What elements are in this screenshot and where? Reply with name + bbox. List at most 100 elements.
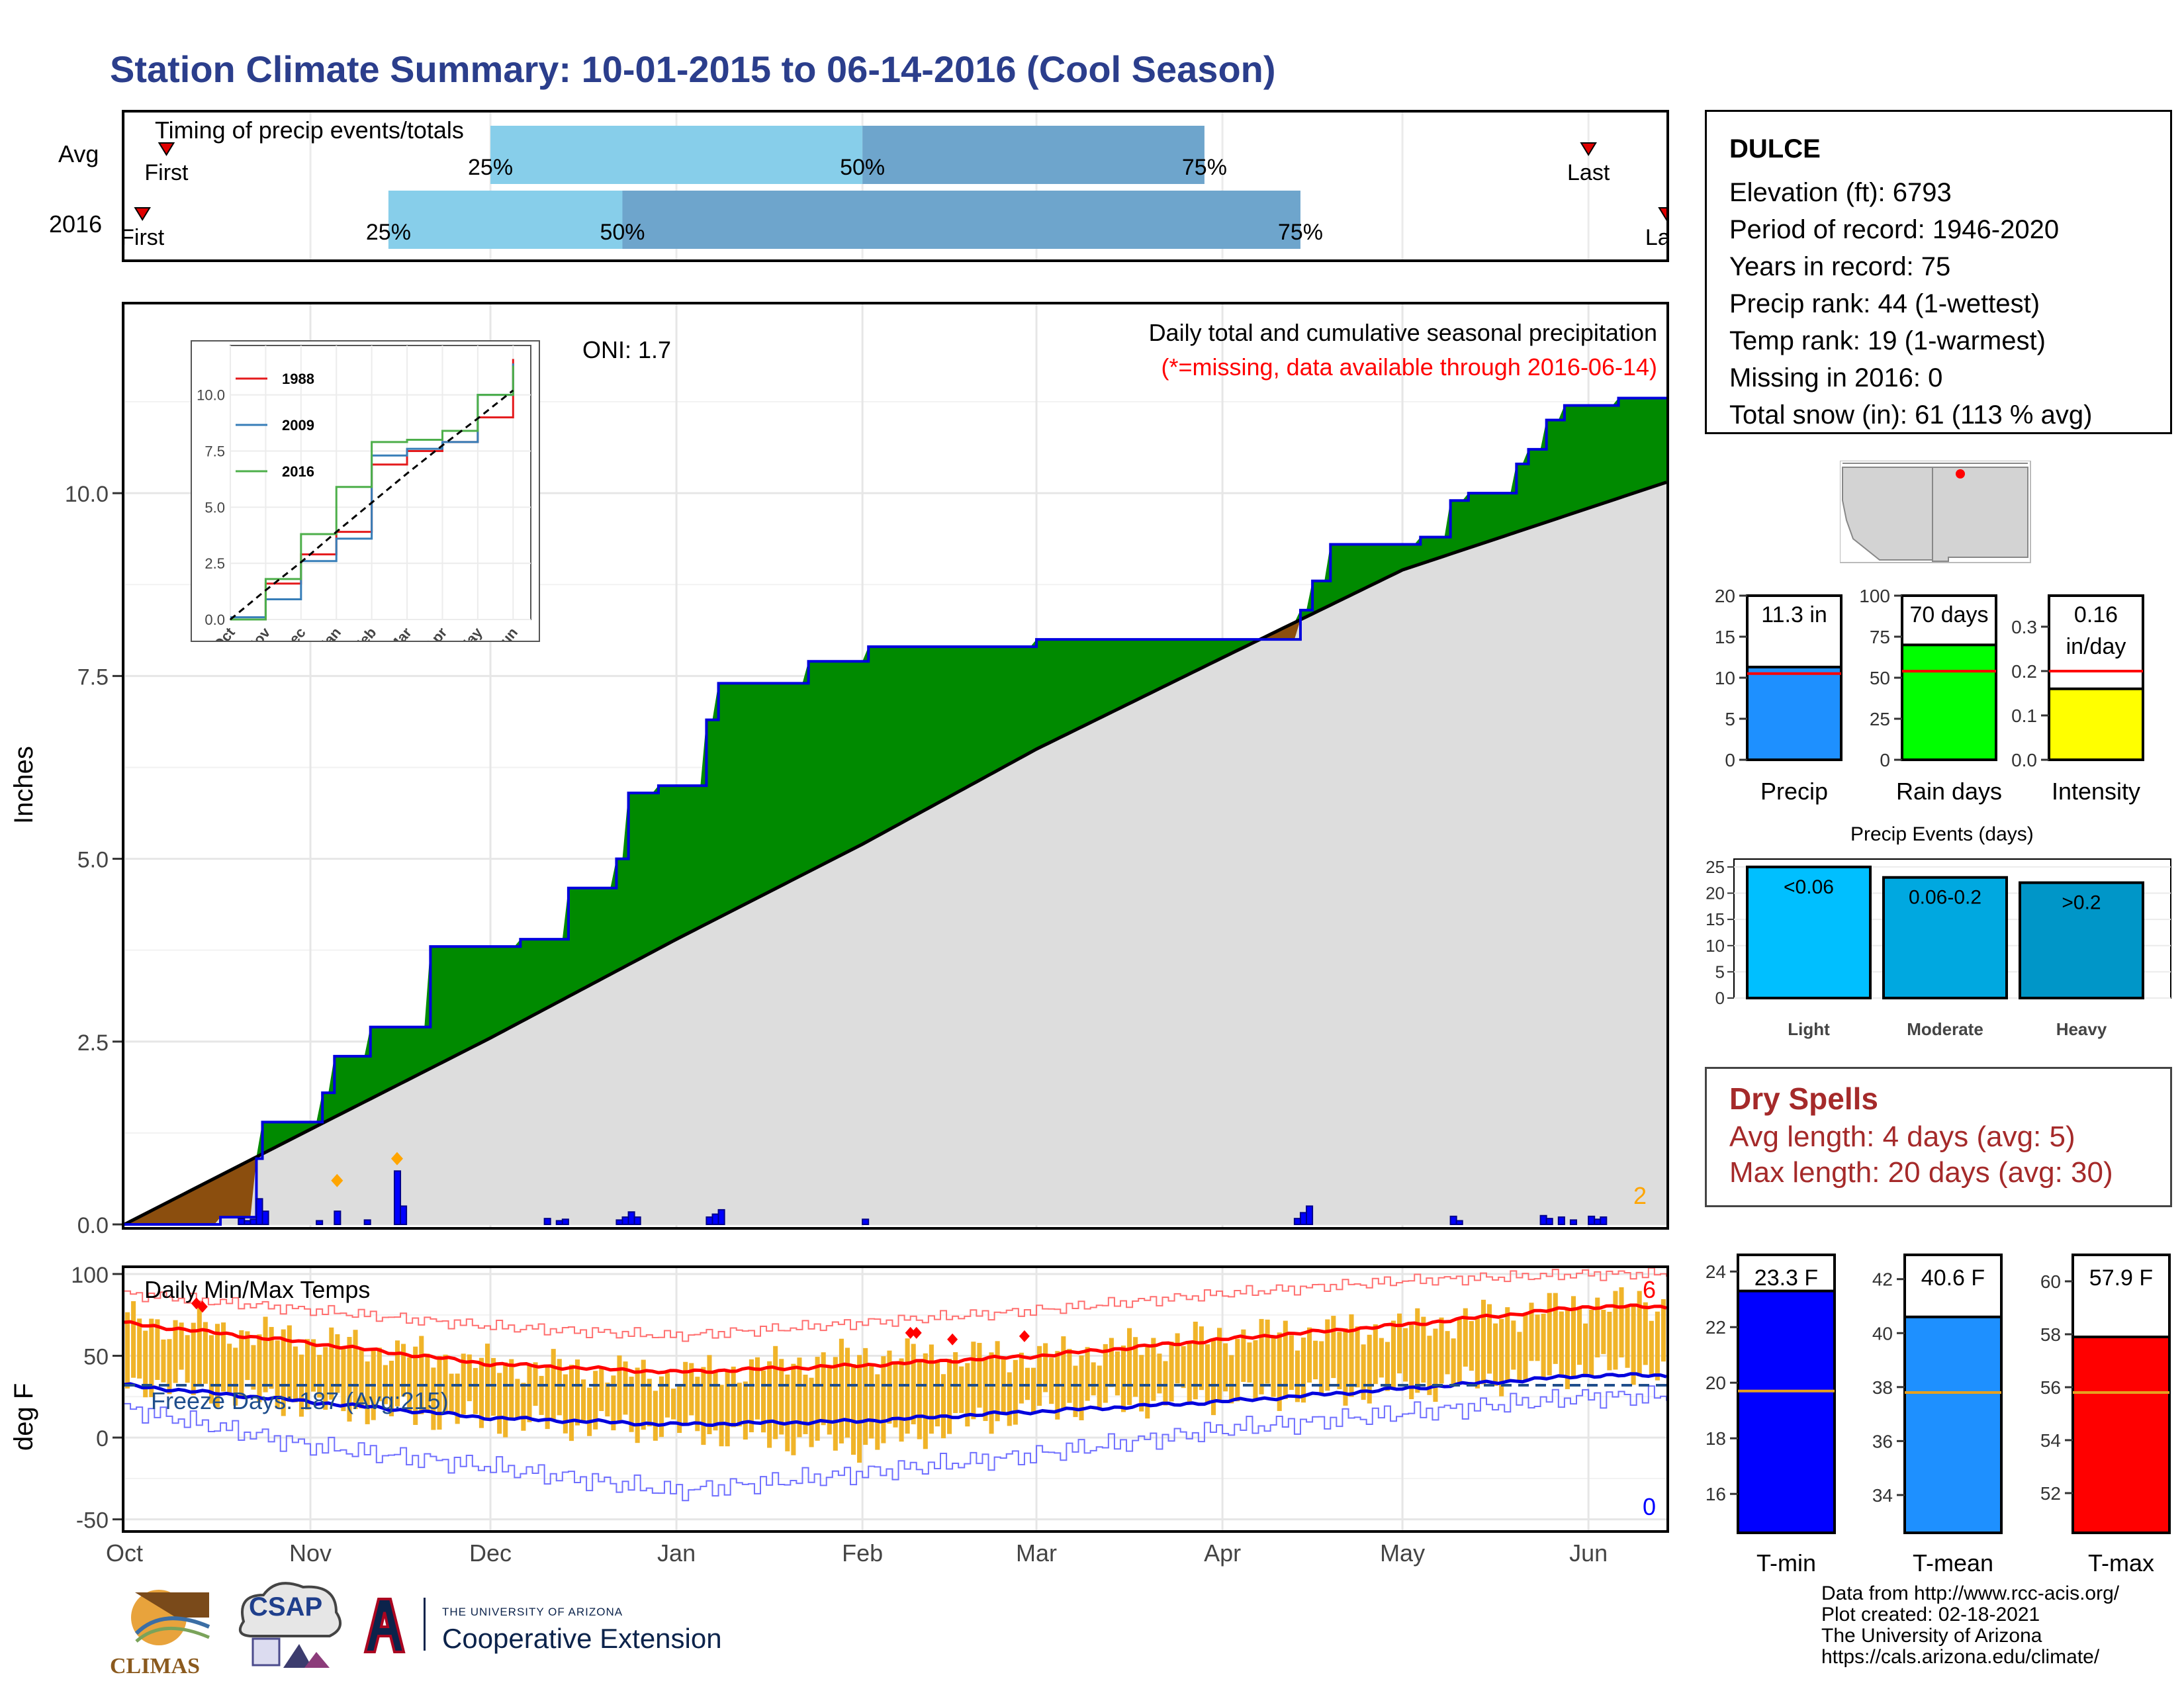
daily-temp-bar xyxy=(1030,1367,1036,1413)
daily-temp-bar xyxy=(761,1370,766,1433)
daily-temp-bar xyxy=(1475,1318,1480,1389)
daily-temp-bar xyxy=(1511,1320,1516,1370)
mini-bar-tick-label: 0 xyxy=(1725,750,1735,770)
missing-data-note: (*=missing, data available through 2016-… xyxy=(1161,353,1657,381)
daily-temp-bar xyxy=(1199,1326,1204,1391)
mini-bar-tick-label: 100 xyxy=(1859,586,1890,606)
daily-temp-bar xyxy=(1661,1299,1666,1362)
daily-temp-bar xyxy=(1181,1346,1186,1389)
daily-temp-bar xyxy=(959,1366,964,1413)
daily-temp-bar xyxy=(1655,1311,1660,1381)
events-bar-light xyxy=(1746,865,1872,999)
daily-temp-bar xyxy=(785,1374,790,1451)
daily-temp-bar xyxy=(1505,1307,1510,1381)
daily-precip-bar xyxy=(400,1205,408,1225)
temp-x-tick-label: Nov xyxy=(289,1539,332,1567)
temp-panel-label: Daily Min/Max Temps xyxy=(144,1276,371,1303)
daily-temp-bar xyxy=(1469,1321,1474,1371)
daily-temp-bar xyxy=(569,1365,574,1441)
timing-q75-label: 75% xyxy=(1182,155,1227,180)
daily-temp-bar xyxy=(533,1362,538,1406)
daily-temp-bar xyxy=(653,1391,658,1441)
daily-temp-bar xyxy=(1445,1331,1450,1375)
temp-bar-value-label: 23.3 F xyxy=(1754,1265,1818,1291)
ua-logo-icon xyxy=(361,1595,408,1655)
credits-block: Data from http://www.rcc-acis.org/ Plot … xyxy=(1821,1583,2119,1668)
precip-caption: Daily total and cumulative seasonal prec… xyxy=(1148,319,1657,346)
daily-temp-bar xyxy=(809,1377,814,1447)
dry-spells-title: Dry Spells xyxy=(1729,1081,1878,1116)
daily-temp-bar xyxy=(1067,1349,1072,1403)
daily-temp-bar xyxy=(1295,1350,1300,1402)
station-temp-rank: Temp rank: 19 (1-warmest) xyxy=(1729,326,2046,355)
daily-temp-bar xyxy=(1451,1338,1456,1387)
daily-temp-bar xyxy=(503,1362,508,1438)
daily-temp-bar xyxy=(509,1359,514,1420)
temp-bar-1 xyxy=(1903,1315,2003,1534)
daily-temp-bar xyxy=(1415,1308,1420,1393)
daily-temp-bar xyxy=(1145,1347,1150,1419)
daily-temp-bar xyxy=(857,1355,862,1463)
daily-temp-bar xyxy=(953,1352,958,1414)
daily-temp-bar xyxy=(965,1363,970,1427)
temp-bar-tick-label: 52 xyxy=(2040,1483,2061,1504)
daily-temp-bar xyxy=(1583,1323,1588,1375)
missing-count: 2 xyxy=(1633,1182,1647,1209)
daily-temp-bar xyxy=(713,1371,718,1431)
station-info-box: DULCE Elevation (ft): 6793 Period of rec… xyxy=(1705,110,2172,434)
daily-temp-bar xyxy=(659,1376,664,1438)
max-record-count: 6 xyxy=(1642,1276,1656,1303)
daily-temp-bar xyxy=(173,1320,178,1383)
precip-events-title: Precip Events (days) xyxy=(1850,823,2034,845)
precip-y-tick-label: 0.0 xyxy=(77,1213,109,1238)
daily-precip-bar xyxy=(1299,1212,1308,1226)
daily-temp-bar xyxy=(725,1371,730,1447)
events-bar-label: 0.06-0.2 xyxy=(1909,887,1981,909)
temp-x-tick-label: Dec xyxy=(469,1539,512,1567)
inset-legend-label: 2009 xyxy=(282,417,314,434)
daily-temp-bar xyxy=(233,1348,238,1406)
daily-temp-bar xyxy=(821,1352,826,1426)
temp-x-tick-label: May xyxy=(1380,1539,1426,1567)
daily-temp-bar xyxy=(1480,1299,1486,1385)
daily-temp-bar xyxy=(1217,1328,1222,1400)
timing-first-marker xyxy=(158,142,175,156)
daily-temp-bar xyxy=(1625,1304,1630,1368)
daily-temp-bar xyxy=(1643,1302,1648,1365)
precip-y-tick-label: 7.5 xyxy=(77,664,109,690)
daily-temp-bar xyxy=(353,1330,358,1410)
daily-precip-bar xyxy=(1293,1218,1301,1225)
daily-precip-bar xyxy=(363,1219,371,1226)
daily-temp-bar xyxy=(869,1366,874,1439)
daily-temp-bar xyxy=(478,1357,484,1428)
mini-bar-tick-label: 50 xyxy=(1870,668,1890,688)
daily-temp-bar xyxy=(443,1354,448,1412)
temp-bar-tick-label: 38 xyxy=(1872,1377,1893,1398)
temp-bar-tick-label: 34 xyxy=(1872,1485,1893,1506)
events-category-label: Moderate xyxy=(1907,1019,1983,1039)
daily-temp-bar xyxy=(1127,1328,1132,1405)
daily-temp-bar xyxy=(1157,1353,1162,1394)
daily-temp-bar xyxy=(574,1359,580,1426)
precip-y-ticks-col: 0.0 2.5 5.0 7.5 10.0 -50 0 50 100 xyxy=(0,0,1590,1688)
daily-temp-bar xyxy=(989,1352,994,1434)
daily-temp-bar xyxy=(599,1368,604,1412)
daily-temp-bar xyxy=(1547,1293,1552,1376)
locator-map xyxy=(1840,461,2031,563)
events-tick-label: 10 xyxy=(1706,936,1725,956)
observed-cumulative-line xyxy=(124,396,1666,1226)
daily-temp-bar xyxy=(683,1361,688,1426)
inset-x-tick: Feb xyxy=(350,624,379,641)
events-tick-label: 0 xyxy=(1715,988,1725,1008)
daily-precip-bar xyxy=(555,1220,563,1226)
daily-precip-bar xyxy=(1594,1218,1602,1225)
temp-bar-tick-label: 42 xyxy=(1872,1269,1893,1290)
daily-temp-bar xyxy=(1403,1328,1408,1382)
daily-temp-bar xyxy=(934,1362,940,1427)
temp-bar-tick-label: 60 xyxy=(2040,1271,2061,1292)
temp-bar-tick-label: 18 xyxy=(1706,1428,1726,1449)
timing-svg: 25% 50% 75% First Last 25% 50% 75% First Last xyxy=(124,113,1666,259)
daily-temp-bar xyxy=(983,1359,988,1422)
daily-temp-bar xyxy=(1139,1355,1144,1412)
daily-temp-bar xyxy=(137,1318,142,1379)
